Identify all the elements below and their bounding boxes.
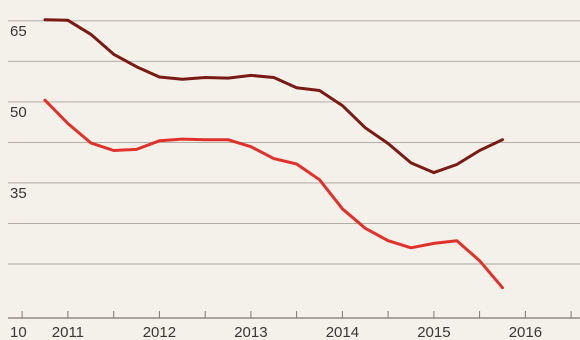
y-tick-label-65: 65 bbox=[10, 23, 27, 40]
series-line-0 bbox=[43, 18, 504, 175]
series-line-1 bbox=[43, 98, 504, 290]
x-tick-label-2015: 2015 bbox=[417, 324, 450, 340]
x-tick-label-2012: 2012 bbox=[143, 324, 176, 340]
gridlines bbox=[8, 20, 580, 319]
x-tick-label-2011: 2011 bbox=[52, 324, 84, 340]
y-tick-label-50: 50 bbox=[10, 104, 27, 121]
x-tick-label-2016: 2016 bbox=[509, 324, 542, 340]
axis-labels: 65 50 35 10 2011 2012 2013 2014 2015 2016 bbox=[10, 23, 542, 340]
x-tick-label-2014: 2014 bbox=[326, 324, 359, 340]
y-tick-label-35: 35 bbox=[10, 185, 27, 202]
y-tick-label-10: 10 bbox=[10, 324, 27, 340]
axis-ticks bbox=[21, 311, 572, 318]
x-tick-label-2013: 2013 bbox=[234, 324, 267, 340]
series-lines bbox=[43, 18, 504, 290]
